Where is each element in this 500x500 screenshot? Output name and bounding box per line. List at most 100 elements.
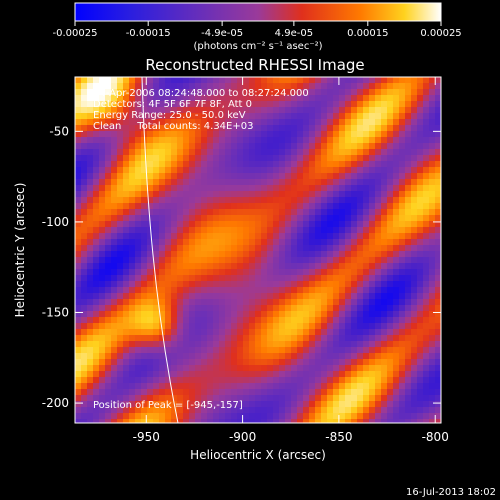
heatmap-cell — [399, 209, 406, 216]
heatmap-cell — [123, 239, 130, 246]
heatmap-cell — [351, 161, 358, 168]
heatmap-cell — [429, 317, 436, 324]
heatmap-cell — [417, 419, 424, 423]
heatmap-cell — [243, 185, 250, 192]
heatmap-cell — [321, 293, 328, 300]
heatmap-cell — [423, 197, 430, 204]
heatmap-cell — [153, 113, 160, 120]
heatmap-cell — [123, 317, 130, 324]
heatmap-cell — [375, 77, 382, 84]
heatmap-cell — [183, 359, 190, 366]
heatmap-cell — [321, 401, 328, 408]
heatmap-cell — [81, 227, 88, 234]
heatmap-cell — [159, 383, 166, 390]
heatmap-cell — [357, 263, 364, 270]
heatmap-cell — [219, 365, 226, 372]
heatmap-cell — [309, 305, 316, 312]
heatmap-cell — [105, 269, 112, 276]
heatmap-cell — [351, 209, 358, 216]
x-tick-label: -950 — [133, 430, 160, 444]
heatmap-cell — [261, 329, 268, 336]
heatmap-cell — [99, 89, 106, 96]
heatmap-cell — [249, 323, 256, 330]
heatmap-cell — [375, 227, 382, 234]
heatmap-cell — [75, 239, 82, 246]
heatmap-cell — [327, 347, 334, 354]
heatmap-cell — [381, 239, 388, 246]
heatmap-cell — [381, 401, 388, 408]
heatmap-cell — [105, 113, 112, 120]
heatmap-cell — [99, 251, 106, 258]
heatmap-cell — [87, 119, 94, 126]
heatmap-cell — [129, 377, 136, 384]
heatmap-cell — [279, 353, 286, 360]
heatmap-cell — [261, 299, 268, 306]
heatmap-cell — [147, 347, 154, 354]
heatmap-cell — [357, 221, 364, 228]
heatmap-cell — [171, 335, 178, 342]
heatmap-cell — [219, 83, 226, 90]
heatmap-cell — [225, 287, 232, 294]
heatmap-cell — [375, 191, 382, 198]
heatmap-cell — [195, 317, 202, 324]
heatmap-cell — [75, 125, 82, 132]
heatmap-cell — [123, 281, 130, 288]
heatmap-cell — [183, 395, 190, 402]
heatmap-cell — [99, 275, 106, 282]
heatmap-cell — [87, 179, 94, 186]
heatmap-cell — [177, 395, 184, 402]
heatmap-cell — [243, 209, 250, 216]
heatmap-cell — [315, 143, 322, 150]
heatmap-cell — [123, 395, 130, 402]
heatmap-cell — [285, 407, 292, 414]
heatmap-cell — [195, 257, 202, 264]
heatmap-cell — [81, 311, 88, 318]
heatmap-cell — [231, 161, 238, 168]
heatmap-cell — [369, 143, 376, 150]
heatmap-cell — [387, 329, 394, 336]
heatmap-cell — [99, 281, 106, 288]
heatmap-cell — [399, 179, 406, 186]
heatmap-cell — [189, 155, 196, 162]
heatmap-cell — [417, 371, 424, 378]
heatmap-cell — [237, 137, 244, 144]
heatmap-cell — [333, 95, 340, 102]
heatmap-cell — [429, 215, 436, 222]
heatmap-cell — [393, 281, 400, 288]
heatmap-cell — [273, 161, 280, 168]
heatmap-cell — [123, 137, 130, 144]
heatmap-cell — [243, 323, 250, 330]
heatmap-cell — [105, 131, 112, 138]
heatmap-cell — [159, 107, 166, 114]
heatmap-cell — [81, 299, 88, 306]
heatmap-cell — [345, 329, 352, 336]
heatmap-cell — [123, 287, 130, 294]
heatmap-cell — [297, 245, 304, 252]
heatmap-cell — [141, 329, 148, 336]
heatmap-cell — [363, 137, 370, 144]
heatmap-cell — [351, 371, 358, 378]
heatmap-cell — [369, 101, 376, 108]
heatmap-cell — [417, 275, 424, 282]
heatmap-cell — [369, 341, 376, 348]
heatmap-cell — [141, 197, 148, 204]
heatmap-cell — [399, 389, 406, 396]
heatmap-cell — [285, 137, 292, 144]
heatmap-cell — [231, 137, 238, 144]
heatmap-cell — [171, 287, 178, 294]
heatmap-cell — [183, 281, 190, 288]
heatmap-cell — [267, 203, 274, 210]
heatmap-cell — [111, 161, 118, 168]
heatmap-cell — [225, 143, 232, 150]
heatmap-cell — [429, 197, 436, 204]
heatmap-cell — [189, 395, 196, 402]
heatmap-cell — [123, 401, 130, 408]
heatmap-cell — [369, 329, 376, 336]
heatmap-cell — [303, 149, 310, 156]
heatmap-cell — [351, 341, 358, 348]
heatmap-cell — [303, 287, 310, 294]
heatmap-cell — [87, 185, 94, 192]
heatmap-cell — [357, 371, 364, 378]
heatmap-cell — [297, 179, 304, 186]
heatmap-cell — [315, 77, 322, 84]
